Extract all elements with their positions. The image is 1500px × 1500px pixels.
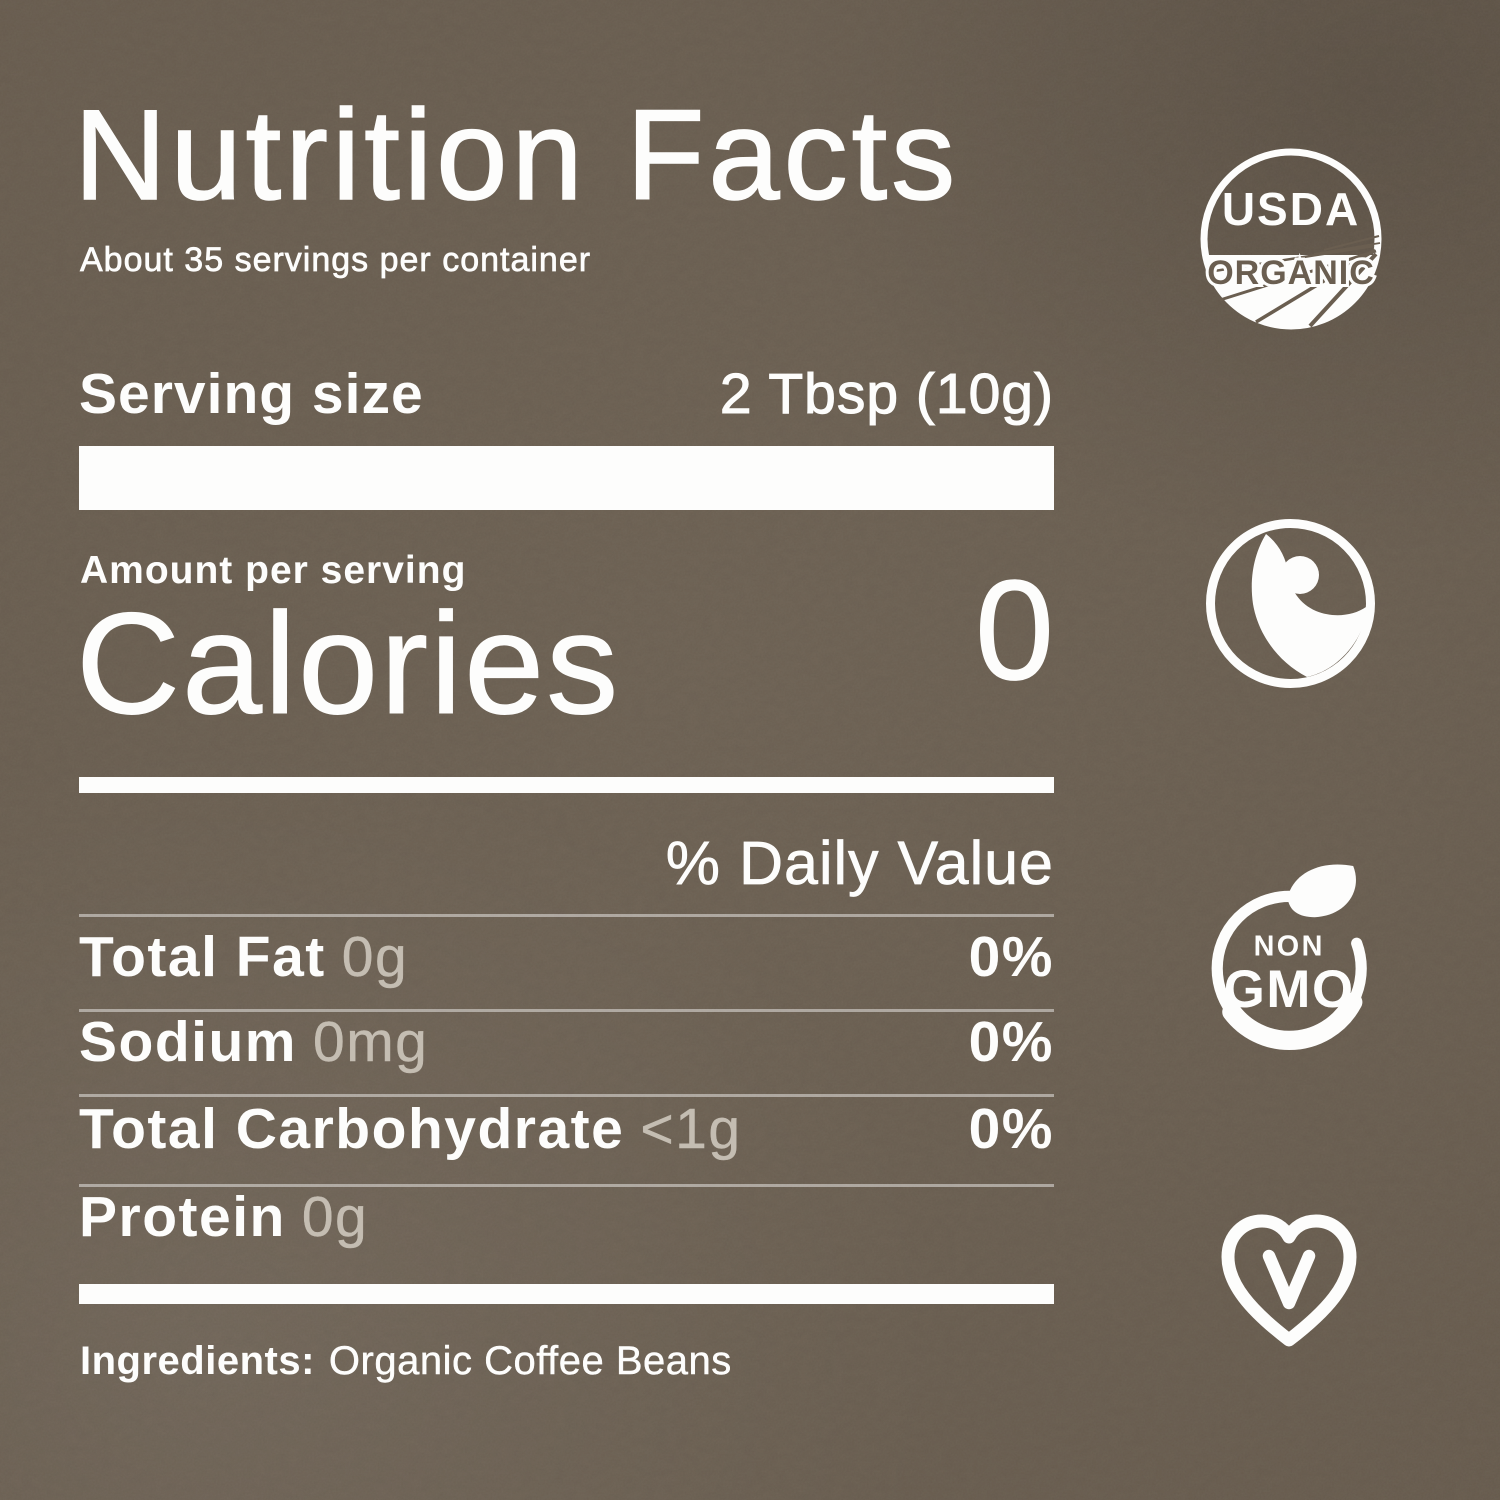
serving-size-value: 2 Tbsp (10g) bbox=[719, 362, 1054, 426]
nutrient-row-sodium: Sodium 0mg 0% bbox=[79, 1010, 1054, 1074]
row-separator bbox=[79, 1094, 1054, 1097]
ingredients-line: Ingredients: Organic Coffee Beans bbox=[80, 1341, 732, 1381]
divider-bar-bottom bbox=[79, 1284, 1054, 1304]
nutrient-row-total-fat: Total Fat 0g 0% bbox=[79, 925, 1054, 989]
row-separator bbox=[79, 1009, 1054, 1012]
serving-size-label: Serving size bbox=[79, 362, 424, 426]
servings-per-container: About 35 servings per container bbox=[80, 241, 592, 279]
divider-bar-middle bbox=[79, 777, 1054, 793]
nutrient-daily-pct: 0% bbox=[968, 1010, 1054, 1074]
usda-organic-text: ORGANIC bbox=[1207, 254, 1375, 292]
non-gmo-icon: NON GMO bbox=[1207, 864, 1371, 1050]
fairtrade-figure bbox=[1251, 534, 1367, 677]
vegan-v-letter bbox=[1262, 1249, 1316, 1310]
nutrient-label: Sodium bbox=[79, 1010, 297, 1074]
row-separator bbox=[79, 914, 1054, 917]
ingredients-label: Ingredients: bbox=[80, 1339, 315, 1383]
usda-organic-icon: USDA ORGANIC bbox=[1200, 148, 1382, 330]
vegan-badge bbox=[1206, 1206, 1372, 1356]
non-gmo-badge: NON GMO bbox=[1198, 856, 1390, 1052]
non-gmo-text-top: NON bbox=[1254, 931, 1325, 963]
nutrient-value: 0mg bbox=[313, 1010, 429, 1074]
usda-organic-badge: USDA ORGANIC bbox=[1198, 146, 1384, 332]
non-gmo-text-bottom: GMO bbox=[1224, 960, 1355, 1019]
leaf-icon bbox=[1287, 864, 1356, 918]
serving-size-row: Serving size 2 Tbsp (10g) bbox=[79, 362, 1054, 426]
page-title: Nutrition Facts bbox=[73, 84, 960, 227]
nutrient-daily-pct: 0% bbox=[968, 925, 1054, 989]
nutrient-value: 0g bbox=[341, 925, 409, 989]
calories-label: Calories bbox=[75, 583, 621, 744]
vegan-heart-icon bbox=[1221, 1214, 1357, 1347]
nutrient-row-protein: Protein 0g bbox=[79, 1185, 1054, 1249]
calories-value: 0 bbox=[974, 551, 1054, 710]
nutrient-row-total-carbohydrate: Total Carbohydrate <1g 0% bbox=[79, 1097, 1054, 1161]
nutrient-value: <1g bbox=[640, 1097, 742, 1161]
nutrient-label: Total Carbohydrate bbox=[79, 1097, 625, 1161]
fairtrade-badge bbox=[1203, 516, 1378, 691]
usda-badge-text: USDA bbox=[1222, 183, 1360, 235]
nutrient-daily-pct: 0% bbox=[968, 1097, 1054, 1161]
nutrient-value: 0g bbox=[301, 1185, 369, 1249]
nutrient-label: Protein bbox=[79, 1185, 286, 1249]
amount-per-serving-label: Amount per serving bbox=[80, 549, 467, 592]
divider-bar-top bbox=[79, 446, 1054, 510]
row-separator bbox=[79, 1184, 1054, 1187]
ingredients-value: Organic Coffee Beans bbox=[328, 1339, 732, 1383]
fairtrade-icon bbox=[1206, 519, 1375, 688]
nutrient-label: Total Fat bbox=[79, 925, 326, 989]
daily-value-header: % Daily Value bbox=[665, 829, 1054, 897]
